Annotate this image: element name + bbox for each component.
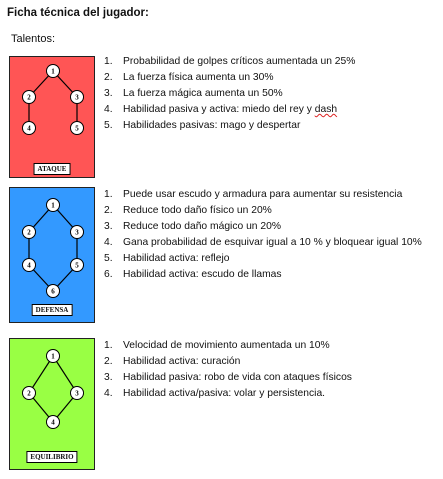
list-item: 2. Habilidad activa: curación: [104, 356, 241, 367]
svg-text:1: 1: [51, 353, 55, 361]
list-item: 6. Habilidad activa: escudo de llamas: [104, 269, 282, 280]
talent-node: 3: [70, 386, 84, 400]
list-item: 1. Puede usar escudo y armadura para aume…: [104, 189, 403, 200]
card-label: EQUILIBRIO: [26, 451, 78, 463]
talent-node: 4: [46, 415, 60, 429]
svg-text:2: 2: [27, 229, 31, 237]
talent-node: 1: [46, 64, 60, 78]
svg-text:1: 1: [51, 68, 55, 76]
balance-talent-list: 1. Velocidad de movimiento aumentada un 1…: [104, 338, 352, 402]
svg-text:5: 5: [75, 262, 79, 270]
svg-text:6: 6: [51, 288, 55, 296]
list-item: 5. Habilidades pasivas: mago y despertar: [104, 120, 301, 131]
balance-talent-tree: 1 2 3 4: [22, 349, 84, 429]
talent-node: 4: [22, 121, 36, 135]
svg-text:2: 2: [27, 390, 31, 398]
page-title: Ficha técnica del jugador:: [7, 7, 149, 19]
talent-node: 1: [46, 349, 60, 363]
list-item: 1. Velocidad de movimiento aumentada un 1…: [104, 340, 330, 351]
list-item: 3. Habilidad pasiva: robo de vida con ata…: [104, 372, 352, 383]
talent-node: 5: [70, 121, 84, 135]
list-item: 3. Reduce todo daño mágico un 20%: [104, 221, 281, 232]
svg-text:5: 5: [75, 125, 79, 133]
list-item: 1. Probabilidad de golpes críticos aument…: [104, 56, 356, 67]
card-label: ATAQUE: [33, 163, 71, 175]
talent-node: 4: [22, 258, 36, 272]
list-item: 2. La fuerza física aumenta un 30%: [104, 72, 274, 83]
svg-text:4: 4: [27, 125, 31, 133]
talent-node: 3: [70, 90, 84, 104]
list-item: 4. Gana probabilidad de esquivar igual a …: [104, 237, 422, 248]
defense-talent-list: 1. Puede usar escudo y armadura para aume…: [104, 187, 422, 283]
attack-talent-list: 1. Probabilidad de golpes críticos aument…: [104, 54, 355, 134]
list-item: 2. Reduce todo daño físico un 20%: [104, 205, 272, 216]
svg-text:3: 3: [75, 390, 79, 398]
svg-text:1: 1: [51, 202, 55, 210]
list-item: 3. La fuerza mágica aumenta un 50%: [104, 88, 283, 99]
talent-node: 3: [70, 225, 84, 239]
talent-node: 6: [46, 284, 60, 298]
attack-talent-card: 1 2 3 4 5 ATAQUE: [9, 56, 95, 178]
svg-text:2: 2: [27, 94, 31, 102]
talents-subtitle: Talentos:: [11, 33, 56, 45]
svg-text:4: 4: [51, 419, 55, 427]
card-label: DEFENSA: [31, 304, 73, 316]
attack-talent-tree: 1 2 3 4 5: [22, 64, 84, 135]
talent-node: 5: [70, 258, 84, 272]
talent-node: 2: [22, 225, 36, 239]
defense-talent-card: 1 2 3 4 5 6 DEFENSA: [9, 187, 95, 323]
talent-node: 1: [46, 198, 60, 212]
svg-text:3: 3: [75, 229, 79, 237]
talent-node: 2: [22, 90, 36, 104]
svg-text:3: 3: [75, 94, 79, 102]
talent-node: 2: [22, 386, 36, 400]
list-item: 4. Habilidad activa/pasiva: volar y persi…: [104, 388, 326, 399]
balance-talent-card: 1 2 3 4 EQUILIBRIO: [9, 338, 95, 470]
list-item: 5. Habilidad activa: reflejo: [104, 253, 230, 264]
defense-talent-tree: 1 2 3 4 5 6: [22, 198, 84, 298]
svg-text:4: 4: [27, 262, 31, 270]
list-item: 4. Habilidad pasiva y activa: miedo del r…: [104, 104, 338, 115]
